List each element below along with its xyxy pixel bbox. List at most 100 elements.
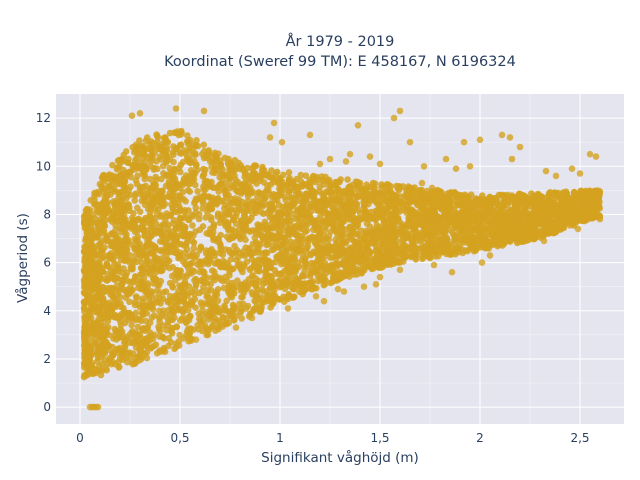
data-point — [171, 231, 178, 238]
data-point — [177, 161, 185, 169]
data-point — [150, 312, 158, 319]
data-point — [258, 222, 265, 229]
data-point — [316, 225, 324, 232]
data-point — [372, 235, 380, 243]
data-point — [309, 233, 316, 240]
data-point — [81, 364, 88, 371]
data-point — [470, 234, 477, 241]
data-point — [124, 286, 132, 293]
data-point — [450, 236, 458, 244]
data-point — [95, 226, 103, 233]
data-point — [286, 232, 293, 239]
data-point — [582, 203, 589, 211]
data-point — [158, 175, 165, 183]
data-point — [82, 262, 90, 269]
data-point — [379, 230, 386, 238]
data-point — [512, 194, 519, 201]
data-point — [361, 203, 368, 210]
data-point — [214, 286, 222, 293]
data-point — [82, 245, 90, 252]
data-point — [122, 148, 130, 155]
data-point — [216, 219, 224, 226]
data-point — [160, 307, 167, 315]
data-point — [166, 316, 174, 324]
data-point — [115, 358, 122, 366]
data-point — [546, 194, 553, 201]
data-point — [216, 249, 224, 257]
data-point — [87, 284, 94, 292]
data-point — [136, 277, 144, 285]
data-point — [194, 188, 201, 195]
data-point — [253, 201, 261, 209]
data-point — [154, 281, 161, 288]
data-point — [148, 264, 156, 272]
data-point — [252, 298, 260, 306]
data-point — [186, 180, 193, 188]
data-point — [232, 248, 239, 256]
data-point — [204, 300, 212, 308]
data-point — [254, 173, 261, 181]
data-point — [268, 259, 276, 267]
data-point — [103, 234, 110, 241]
data-point — [115, 198, 123, 205]
data-point — [335, 275, 342, 282]
data-point — [327, 183, 335, 190]
data-point — [177, 317, 184, 324]
data-point — [124, 316, 132, 324]
data-point — [217, 231, 224, 239]
data-point — [127, 278, 134, 286]
data-point — [142, 137, 150, 145]
data-point — [189, 151, 197, 158]
data-point — [132, 334, 139, 341]
data-point — [189, 222, 196, 229]
data-point — [111, 260, 118, 268]
data-point — [134, 353, 142, 361]
data-point — [259, 234, 266, 241]
data-point — [318, 206, 326, 213]
data-point — [155, 323, 162, 331]
data-point — [198, 301, 206, 309]
data-point — [572, 203, 579, 210]
data-point — [157, 267, 165, 275]
data-point — [215, 188, 222, 195]
data-point — [516, 208, 523, 216]
data-point — [132, 190, 139, 197]
data-point — [176, 168, 184, 176]
data-point — [131, 197, 138, 204]
data-point — [106, 354, 114, 362]
data-point — [589, 196, 596, 203]
data-point — [223, 297, 230, 305]
data-point — [416, 213, 424, 220]
data-point — [133, 216, 141, 224]
data-point — [103, 189, 111, 197]
data-point — [166, 212, 174, 219]
data-point — [193, 137, 200, 144]
data-point — [373, 214, 381, 221]
data-point — [121, 339, 128, 346]
data-point — [200, 194, 207, 201]
data-point — [228, 234, 235, 242]
data-point — [229, 216, 237, 224]
data-point — [114, 209, 121, 216]
data-point — [567, 215, 575, 223]
data-point — [102, 216, 110, 224]
data-point — [457, 236, 464, 243]
data-point — [412, 209, 419, 216]
data-point — [336, 243, 344, 250]
data-point — [244, 245, 252, 253]
data-point — [154, 132, 161, 140]
data-point — [371, 180, 379, 187]
data-point — [97, 354, 105, 361]
data-point — [431, 252, 439, 260]
data-point — [203, 247, 210, 254]
data-point — [174, 192, 181, 199]
data-point — [238, 198, 246, 206]
data-point — [310, 172, 317, 180]
data-point — [205, 294, 213, 302]
data-point — [263, 209, 271, 217]
data-point — [266, 277, 274, 284]
data-point — [119, 216, 127, 224]
data-point — [82, 269, 89, 277]
data-point — [197, 244, 205, 251]
